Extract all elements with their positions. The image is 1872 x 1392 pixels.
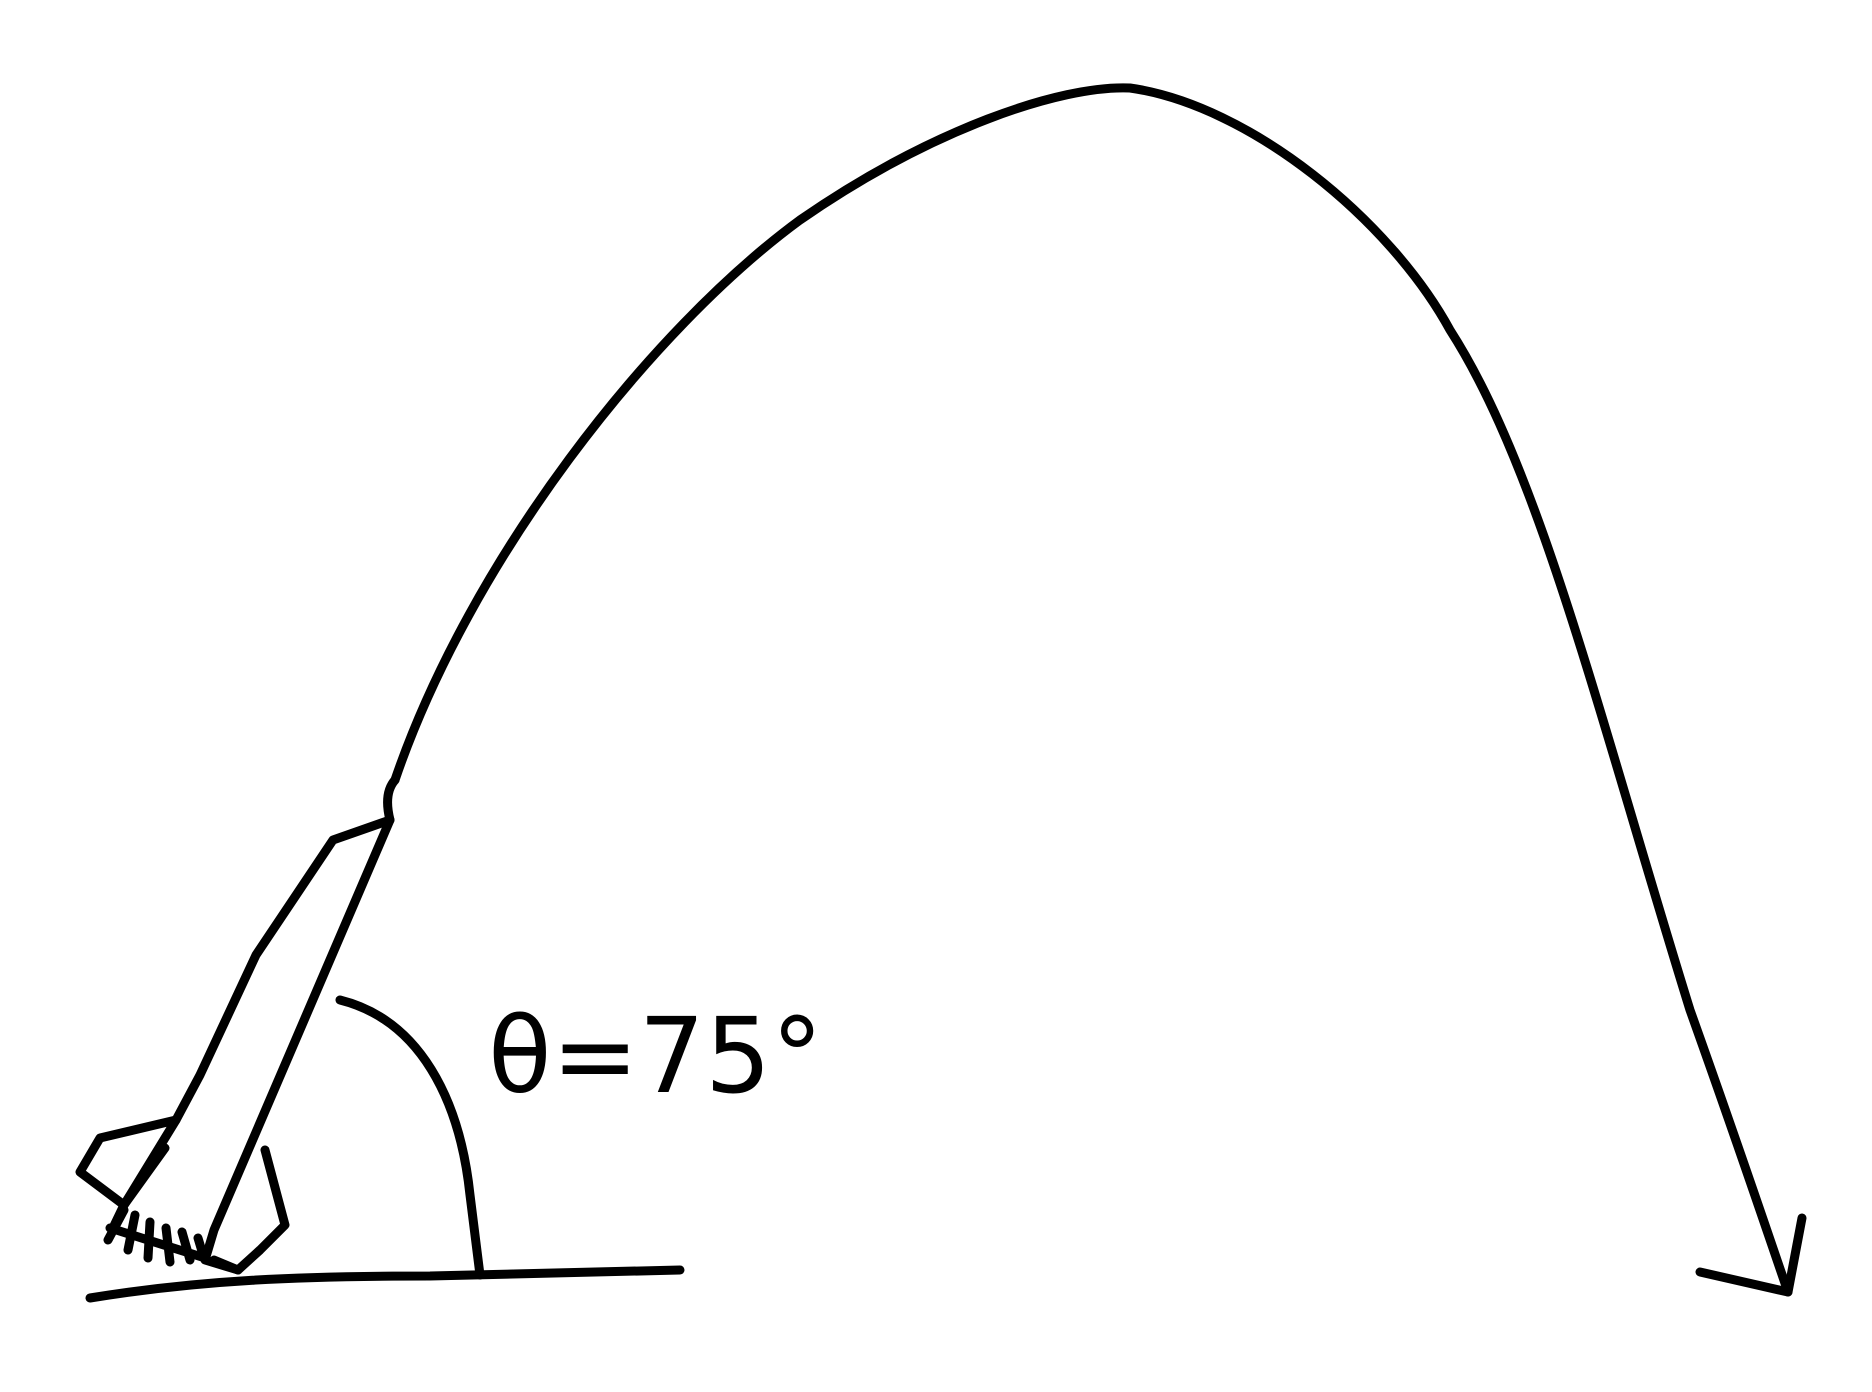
rocket-exhaust	[103, 1200, 210, 1267]
rocket-fin-right	[209, 1145, 290, 1275]
rocket-fin-left	[75, 1115, 181, 1210]
ground-line	[85, 1265, 685, 1303]
angle-arc	[335, 995, 485, 1280]
rocket-body	[119, 815, 395, 1275]
rocket-nose	[383, 775, 400, 825]
trajectory-arrowhead-icon	[1695, 1213, 1807, 1297]
angle-label: θ=75°	[488, 995, 823, 1117]
trajectory-path	[390, 83, 1793, 1297]
